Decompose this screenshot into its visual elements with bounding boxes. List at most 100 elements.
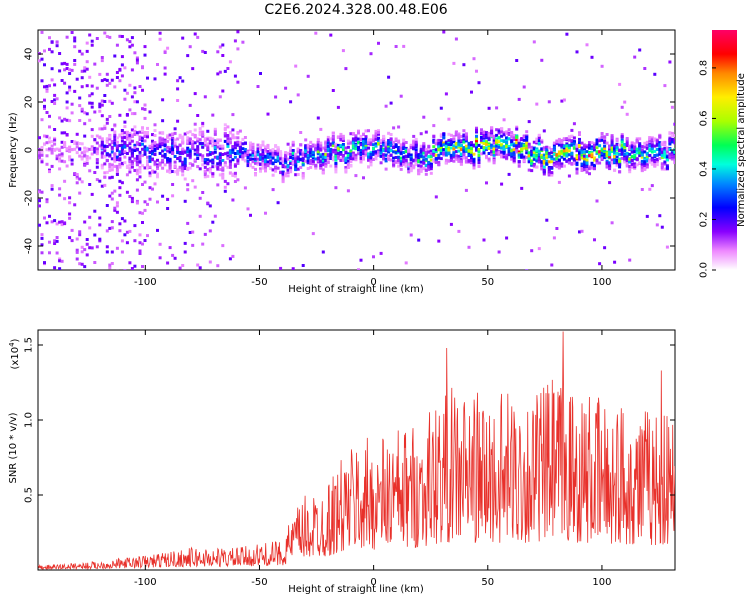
heatmap-cell <box>75 181 79 185</box>
heatmap-cell <box>63 222 67 226</box>
heatmap-cell <box>585 159 589 163</box>
heatmap-cell <box>434 150 438 153</box>
heatmap-cell <box>527 142 531 146</box>
heatmap-cell <box>143 180 147 184</box>
heatmap-cell <box>645 155 649 159</box>
heatmap-cell <box>339 152 343 156</box>
x-tick-label: 50 <box>481 577 494 588</box>
heatmap-cell <box>103 155 107 158</box>
heatmap-cell <box>314 163 318 167</box>
heatmap-cell <box>480 140 483 144</box>
heatmap-cell <box>670 151 674 155</box>
heatmap-cell <box>397 164 401 168</box>
heatmap-cell <box>454 150 458 154</box>
heatmap-cell <box>146 202 149 206</box>
heatmap-cell <box>141 129 144 133</box>
heatmap-cell <box>535 159 539 163</box>
heatmap-cell <box>83 163 87 167</box>
heatmap-cell <box>653 160 657 164</box>
heatmap-cell <box>354 156 358 160</box>
heatmap-cell <box>80 157 84 161</box>
heatmap-cell <box>359 138 363 141</box>
heatmap-cell <box>85 242 89 246</box>
heatmap-cell <box>439 146 443 150</box>
heatmap-cell <box>284 159 288 163</box>
heatmap-cell <box>100 103 104 107</box>
heatmap-cell <box>354 138 358 142</box>
heatmap-cell <box>98 223 102 227</box>
heatmap-cell <box>615 151 619 155</box>
heatmap-cell <box>560 149 564 153</box>
heatmap-cell <box>434 195 438 199</box>
heatmap-cell <box>138 170 142 174</box>
heatmap-cell <box>241 151 245 155</box>
heatmap-cell <box>475 130 478 134</box>
heatmap-cell <box>324 164 328 168</box>
heatmap-cell <box>665 166 669 170</box>
heatmap-cell <box>364 140 368 144</box>
heatmap-cell <box>133 86 137 90</box>
heatmap-cell <box>108 115 112 118</box>
heatmap-cell <box>208 151 212 154</box>
heatmap-cell <box>63 61 67 65</box>
heatmap-cell <box>103 149 107 153</box>
heatmap-cell <box>166 145 170 149</box>
heatmap-cell <box>439 133 443 137</box>
heatmap-cell <box>593 163 596 167</box>
heatmap-cell <box>105 83 109 87</box>
heatmap-cell <box>63 141 67 145</box>
heatmap-cell <box>540 160 544 164</box>
heatmap-cell <box>115 204 119 208</box>
heatmap-cell <box>236 178 240 182</box>
heatmap-cell <box>196 150 200 154</box>
heatmap-cell <box>580 167 584 170</box>
heatmap-cell <box>635 157 639 161</box>
heatmap-cell <box>276 146 280 150</box>
heatmap-cell <box>567 138 571 142</box>
heatmap-cell <box>211 144 215 148</box>
heatmap-cell <box>653 72 657 76</box>
heatmap-cell <box>196 263 200 267</box>
heatmap-cell <box>63 179 67 183</box>
heatmap-cell <box>522 145 526 149</box>
heatmap-cell <box>512 144 516 148</box>
heatmap-cell <box>223 128 227 132</box>
heatmap-cell <box>567 149 571 153</box>
heatmap-cell <box>638 48 642 52</box>
heatmap-cell <box>178 266 182 270</box>
heatmap-cell <box>304 146 308 150</box>
heatmap-cell <box>309 150 313 154</box>
heatmap-cell <box>389 101 393 105</box>
heatmap-cell <box>284 172 288 176</box>
heatmap-cell <box>640 148 644 152</box>
heatmap-cell <box>256 85 260 88</box>
heatmap-cell <box>487 106 491 110</box>
heatmap-cell <box>387 75 391 79</box>
heatmap-cell <box>156 143 159 147</box>
heatmap-cell <box>580 151 584 155</box>
heatmap-cell <box>203 51 207 54</box>
heatmap-cell <box>357 268 360 270</box>
heatmap-cell <box>387 145 391 149</box>
heatmap-cell <box>595 146 599 150</box>
heatmap-cell <box>146 159 149 163</box>
heatmap-cell <box>88 169 92 173</box>
heatmap-cell <box>201 145 205 149</box>
heatmap-cell <box>249 213 252 217</box>
heatmap-cell <box>439 149 443 152</box>
heatmap-cell <box>316 141 320 144</box>
heatmap-cell <box>392 150 396 154</box>
heatmap-cell <box>432 149 436 153</box>
heatmap-cell <box>387 157 391 161</box>
heatmap-cell <box>635 147 639 151</box>
heatmap-cell <box>562 98 566 102</box>
heatmap-cell <box>497 129 501 133</box>
heatmap-cell <box>100 127 104 131</box>
heatmap-cell <box>153 170 157 174</box>
heatmap-cell <box>454 154 458 158</box>
heatmap-cell <box>228 150 232 154</box>
heatmap-cell <box>151 147 154 150</box>
heatmap-cell <box>618 159 622 163</box>
heatmap-cell <box>542 170 546 174</box>
